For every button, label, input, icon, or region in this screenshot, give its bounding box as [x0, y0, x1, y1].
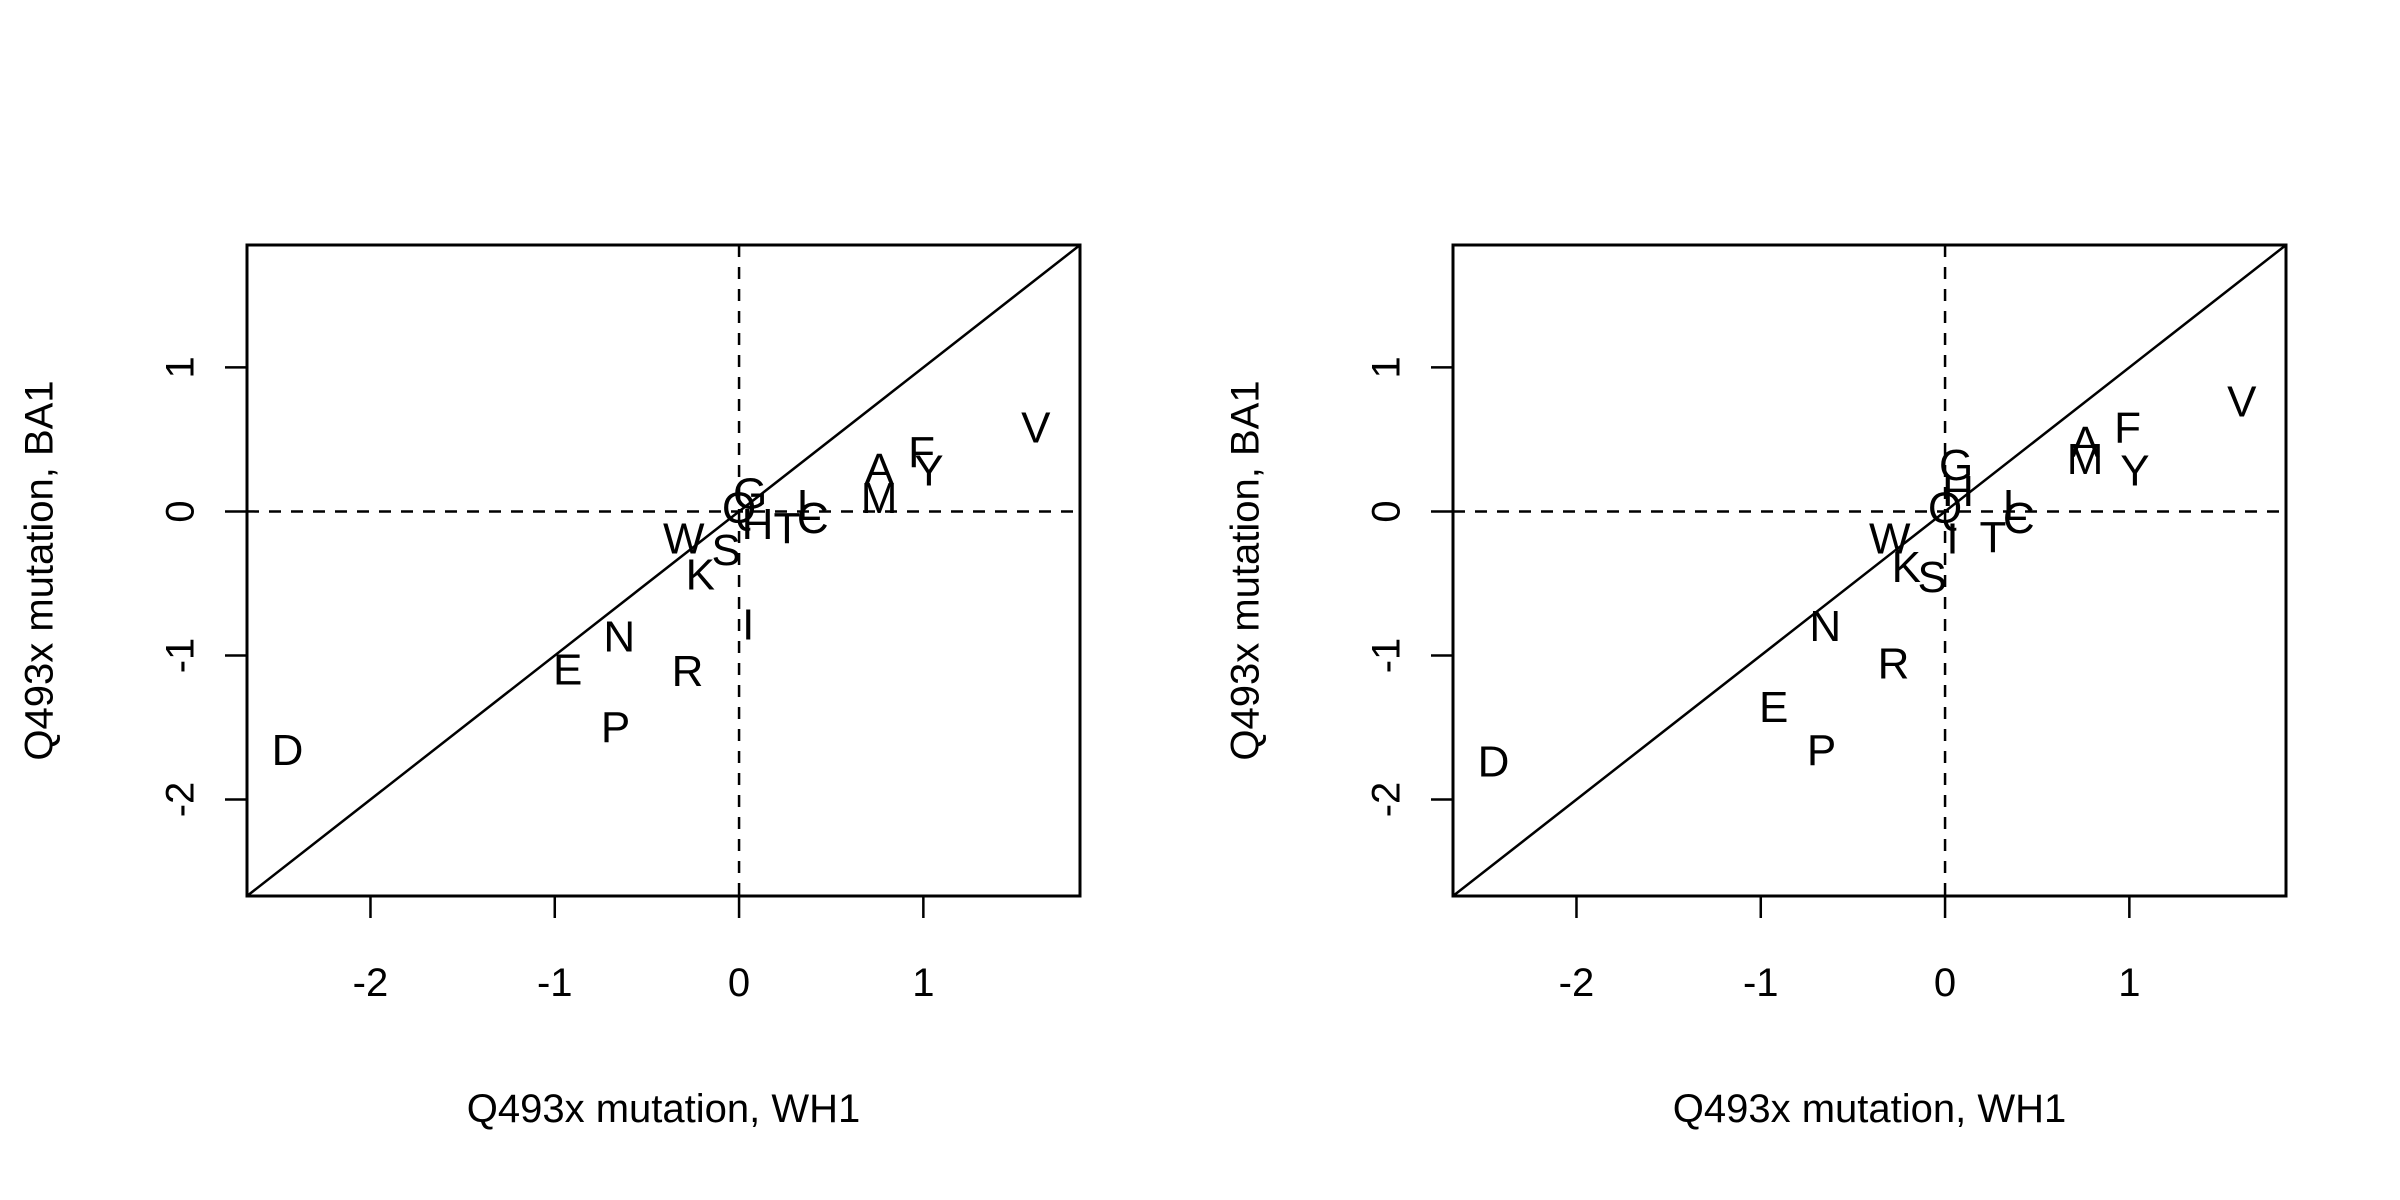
panel-2-identity-line [1452, 244, 2287, 897]
panel-1-x-tick-label: -2 [353, 961, 389, 1005]
panel-2-point-W: W [1869, 514, 1911, 563]
panel-2-y-axis-title: Q493x mutation, BA1 [1224, 380, 1268, 760]
panel-2-point-L: L [2003, 481, 2027, 530]
panel-1-point-P: P [601, 703, 630, 752]
panel-1-point-W: W [663, 514, 705, 563]
panel-2-point-P: P [1807, 726, 1836, 775]
panel-1-point-E: E [553, 645, 582, 694]
panel-2-point-C: C [2003, 494, 2035, 543]
panel-2-point-V: V [2227, 377, 2257, 426]
panel-2-point-H: H [1942, 467, 1974, 516]
panel-1-x-tick-label: -1 [537, 961, 573, 1005]
panel-2-y-tick-label: 0 [1365, 500, 1409, 522]
panel-1-point-Y: Y [914, 447, 943, 496]
panel-1-x-tick-label: 0 [728, 961, 750, 1005]
panel-1-point-L: L [797, 481, 821, 530]
panel-1-point-N: N [603, 612, 635, 661]
panel-2-x-tick-label: 1 [2118, 961, 2140, 1005]
panel-2-y-tick-label: -2 [1365, 782, 1409, 818]
panel-1-point-D: D [272, 726, 304, 775]
panel-2-point-I: I [1946, 514, 1958, 563]
panel-1-identity-line [246, 244, 1081, 897]
panel-2-point-Q: Q [1928, 484, 1962, 533]
panel-1-point-K: K [686, 550, 715, 599]
panel-2-point-S: S [1917, 553, 1946, 602]
panel-1-point-Q: Q [722, 484, 756, 533]
panel-2-point-D: D [1478, 738, 1510, 787]
panel-2-point-M: M [2067, 435, 2104, 484]
panel-1-point-F: F [908, 428, 935, 477]
panel-1-point-H: H [742, 500, 774, 549]
panel-1-point-I: I [742, 601, 754, 650]
panel-1-y-tick-label: -1 [159, 638, 203, 674]
panel-1-y-tick-label: 1 [159, 356, 203, 378]
panel-1-x-tick-label: 1 [912, 961, 934, 1005]
panel-2-point-T: T [1980, 513, 2007, 562]
panel-2-point-N: N [1809, 602, 1841, 651]
panel-2-point-R: R [1878, 640, 1910, 689]
panel-2-point-F: F [2114, 403, 2141, 452]
panel-1-point-T: T [774, 504, 801, 553]
panel-2-y-tick-label: 1 [1365, 356, 1409, 378]
panel-1-point-S: S [711, 526, 740, 575]
panel-2-x-tick-label: -2 [1559, 961, 1595, 1005]
panel-1-y-tick-label: 0 [159, 500, 203, 522]
panel-1-point-R: R [672, 647, 704, 696]
panel-1-point-M: M [861, 474, 898, 523]
panel-1-point-A: A [864, 445, 894, 494]
panel-2-x-tick-label: -1 [1743, 961, 1779, 1005]
panel-2-point-E: E [1759, 683, 1788, 732]
panel-2-x-axis-title: Q493x mutation, WH1 [1673, 1087, 2067, 1131]
panel-1-point-G: G [733, 470, 767, 519]
panel-2-point-A: A [2070, 418, 2100, 467]
panel-1-y-tick-label: -2 [159, 782, 203, 818]
panel-2-y-tick-label: -1 [1365, 638, 1409, 674]
panel-2-x-tick-label: 0 [1934, 961, 1956, 1005]
panel-2-point-Y: Y [2120, 447, 2149, 496]
panel-1-point-C: C [797, 494, 829, 543]
panel-2-point-G: G [1939, 441, 1973, 490]
panel-1-point-V: V [1021, 403, 1051, 452]
panel-1-y-axis-title: Q493x mutation, BA1 [18, 380, 62, 760]
panel-1-x-axis-title: Q493x mutation, WH1 [467, 1087, 861, 1131]
panel-2-point-K: K [1892, 543, 1921, 592]
